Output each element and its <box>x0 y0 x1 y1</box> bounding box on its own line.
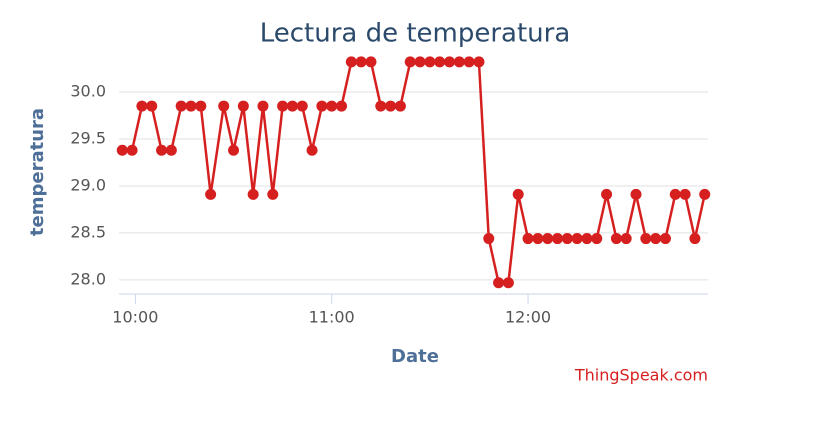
point <box>640 233 652 245</box>
point <box>218 100 230 112</box>
y-tick-label: 30.0 <box>70 81 106 100</box>
point <box>502 277 514 289</box>
point <box>195 100 207 112</box>
point <box>385 100 397 112</box>
point <box>699 188 711 200</box>
point <box>336 100 348 112</box>
point <box>247 188 259 200</box>
point <box>610 233 622 245</box>
y-axis-label: temperatura <box>27 108 48 236</box>
point <box>165 144 177 156</box>
point <box>126 144 138 156</box>
point <box>473 56 485 68</box>
x-tick-label: 10:00 <box>112 308 158 327</box>
point <box>156 144 168 156</box>
chart-title: Lectura de temperatura <box>260 19 571 49</box>
point <box>267 188 279 200</box>
point <box>542 233 554 245</box>
point <box>512 188 524 200</box>
point <box>522 233 534 245</box>
point <box>561 233 573 245</box>
point <box>345 56 357 68</box>
y-tick-label: 29.5 <box>70 128 106 147</box>
point <box>453 56 465 68</box>
point <box>228 144 240 156</box>
point <box>551 233 563 245</box>
point <box>286 100 298 112</box>
point <box>443 56 455 68</box>
point <box>630 188 642 200</box>
point <box>185 100 197 112</box>
point <box>296 100 308 112</box>
point <box>277 100 289 112</box>
point <box>205 188 217 200</box>
point <box>571 233 583 245</box>
x-axis-label: Date <box>391 346 439 367</box>
point <box>237 100 249 112</box>
point <box>620 233 632 245</box>
point <box>493 277 505 289</box>
point <box>136 100 148 112</box>
point <box>659 233 671 245</box>
point <box>355 56 367 68</box>
point <box>650 233 662 245</box>
point <box>365 56 377 68</box>
point <box>434 56 446 68</box>
point <box>679 188 691 200</box>
point <box>483 233 495 245</box>
point <box>689 233 701 245</box>
point <box>175 100 187 112</box>
point <box>316 100 328 112</box>
point <box>146 100 158 112</box>
point <box>581 233 593 245</box>
point <box>424 56 436 68</box>
y-tick-label: 29.0 <box>70 175 106 194</box>
y-tick-label: 28.0 <box>70 269 106 288</box>
point <box>601 188 613 200</box>
point <box>257 100 269 112</box>
point <box>532 233 544 245</box>
point <box>326 100 338 112</box>
x-tick-label: 12:00 <box>505 308 551 327</box>
point <box>375 100 387 112</box>
point <box>414 56 426 68</box>
line <box>122 60 706 284</box>
x-tick-label: 11:00 <box>309 308 355 327</box>
point <box>306 144 318 156</box>
point <box>404 56 416 68</box>
point <box>394 100 406 112</box>
point <box>591 233 603 245</box>
point <box>669 188 681 200</box>
point <box>116 144 128 156</box>
point <box>463 56 475 68</box>
credit: ThingSpeak.com <box>574 366 708 385</box>
y-tick-label: 28.5 <box>70 222 106 241</box>
